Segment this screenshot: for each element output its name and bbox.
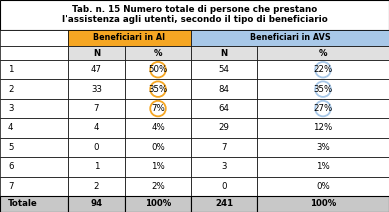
Bar <box>125 157 191 177</box>
Text: 33: 33 <box>91 85 102 94</box>
Bar <box>191 196 257 212</box>
Text: Beneficiari in AI: Beneficiari in AI <box>93 33 166 42</box>
Text: 2%: 2% <box>151 182 165 191</box>
Text: N: N <box>221 49 228 57</box>
Bar <box>0 60 68 80</box>
Bar <box>257 196 389 212</box>
Bar <box>0 46 68 60</box>
Bar <box>257 80 389 99</box>
Text: 5: 5 <box>8 143 14 152</box>
Bar <box>125 138 191 157</box>
Text: 100%: 100% <box>145 199 171 208</box>
Text: %: % <box>154 49 162 57</box>
Text: 4: 4 <box>94 124 99 132</box>
Bar <box>0 0 389 30</box>
Bar <box>257 138 389 157</box>
Bar <box>191 30 389 46</box>
Text: N: N <box>93 49 100 57</box>
Bar <box>125 60 191 80</box>
Text: %: % <box>319 49 327 57</box>
Bar <box>0 99 68 118</box>
Bar <box>191 99 257 118</box>
Text: 47: 47 <box>91 65 102 74</box>
Text: 64: 64 <box>219 104 230 113</box>
Text: 4%: 4% <box>151 124 165 132</box>
Text: 241: 241 <box>215 199 233 208</box>
Text: 27%: 27% <box>314 104 333 113</box>
Text: 1: 1 <box>8 65 14 74</box>
Text: Tab. n. 15 Numero totale di persone che prestano: Tab. n. 15 Numero totale di persone che … <box>72 6 317 14</box>
Text: 35%: 35% <box>148 85 168 94</box>
Bar <box>0 157 68 177</box>
Text: 3: 3 <box>8 104 14 113</box>
Bar <box>0 138 68 157</box>
Bar <box>0 30 68 46</box>
Text: 0: 0 <box>221 182 227 191</box>
Bar <box>257 60 389 80</box>
Bar <box>68 30 191 46</box>
Bar <box>68 118 125 138</box>
Text: 0%: 0% <box>151 143 165 152</box>
Bar <box>191 46 257 60</box>
Bar <box>191 80 257 99</box>
Bar <box>191 157 257 177</box>
Text: 4: 4 <box>8 124 14 132</box>
Bar <box>125 118 191 138</box>
Text: 29: 29 <box>219 124 230 132</box>
Bar <box>68 80 125 99</box>
Text: 7%: 7% <box>151 104 165 113</box>
Bar <box>257 46 389 60</box>
Text: 12%: 12% <box>314 124 333 132</box>
Text: 6: 6 <box>8 162 14 171</box>
Bar <box>257 118 389 138</box>
Bar <box>125 99 191 118</box>
Bar <box>257 99 389 118</box>
Text: 94: 94 <box>90 199 103 208</box>
Bar <box>191 138 257 157</box>
Bar <box>0 196 68 212</box>
Bar <box>68 60 125 80</box>
Bar <box>125 177 191 196</box>
Text: 7: 7 <box>221 143 227 152</box>
Text: 84: 84 <box>219 85 230 94</box>
Text: Totale: Totale <box>8 199 38 208</box>
Bar <box>191 118 257 138</box>
Bar <box>68 138 125 157</box>
Bar <box>0 177 68 196</box>
Text: 3%: 3% <box>316 143 330 152</box>
Text: 7: 7 <box>94 104 99 113</box>
Text: 3: 3 <box>221 162 227 171</box>
Text: 54: 54 <box>219 65 230 74</box>
Bar <box>68 46 125 60</box>
Text: 50%: 50% <box>148 65 168 74</box>
Text: 100%: 100% <box>310 199 336 208</box>
Bar <box>125 46 191 60</box>
Bar <box>125 196 191 212</box>
Bar <box>191 60 257 80</box>
Text: 35%: 35% <box>314 85 333 94</box>
Text: l'assistenza agli utenti, secondo il tipo di beneficiario: l'assistenza agli utenti, secondo il tip… <box>61 15 328 25</box>
Bar <box>191 177 257 196</box>
Bar <box>68 157 125 177</box>
Bar <box>257 157 389 177</box>
Bar <box>68 177 125 196</box>
Text: 2: 2 <box>94 182 99 191</box>
Text: Beneficiari in AVS: Beneficiari in AVS <box>250 33 330 42</box>
Bar <box>0 118 68 138</box>
Text: 2: 2 <box>8 85 14 94</box>
Bar <box>68 196 125 212</box>
Text: 22%: 22% <box>314 65 333 74</box>
Text: 0: 0 <box>94 143 99 152</box>
Bar <box>68 99 125 118</box>
Bar <box>257 177 389 196</box>
Text: 7: 7 <box>8 182 14 191</box>
Bar <box>125 80 191 99</box>
Text: 0%: 0% <box>316 182 330 191</box>
Bar <box>0 80 68 99</box>
Text: 1%: 1% <box>151 162 165 171</box>
Text: 1%: 1% <box>316 162 330 171</box>
Text: 1: 1 <box>94 162 99 171</box>
